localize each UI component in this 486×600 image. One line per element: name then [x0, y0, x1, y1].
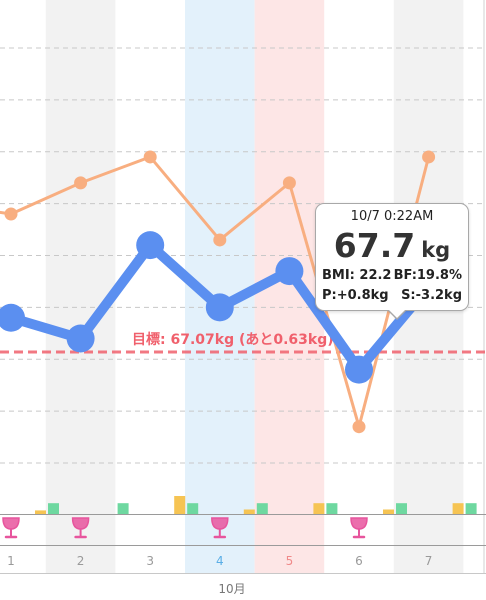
day-label-6: 6 [355, 554, 363, 568]
orange-line [0, 155, 431, 429]
wine-glass-icon [211, 517, 229, 539]
orange-point [143, 150, 157, 164]
day-label-2: 2 [77, 554, 85, 568]
activity-bar-yellow [313, 503, 325, 514]
activity-bar-green [117, 503, 129, 514]
activity-bar-green [326, 503, 338, 514]
weight-point[interactable] [345, 355, 373, 384]
activity-bar-yellow [452, 503, 464, 514]
tooltip-bodyfat: BF:19.8% [393, 268, 462, 283]
tooltip-weight-value: 67.7 [333, 226, 416, 265]
goal-label: 目標: 67.07kg (あと0.63kg) [132, 331, 334, 348]
day-label-4: 4 [216, 554, 224, 568]
tooltip-s: S:-3.2kg [401, 288, 462, 303]
tooltip-row-body: BMI: 22.2 BF:19.8% [322, 268, 462, 283]
activity-bar-green [396, 503, 407, 514]
orange-point [352, 420, 366, 434]
weight-point[interactable] [0, 303, 25, 332]
activity-bar-yellow [174, 496, 186, 514]
activity-bar-yellow [383, 509, 394, 514]
tooltip-bmi: BMI: 22.2 [322, 268, 392, 283]
weight-point[interactable] [205, 293, 234, 322]
wine-glass-icon [350, 517, 368, 539]
tooltip-row-diff: P:+0.8kg S:-3.2kg [322, 288, 462, 303]
orange-point [4, 207, 18, 221]
tooltip-p: P:+0.8kg [322, 288, 389, 303]
orange-point [282, 176, 296, 190]
month-label: 10月 [218, 582, 245, 596]
activity-bar-yellow [243, 509, 255, 514]
tooltip-weight-unit: kg [421, 238, 451, 262]
weight-point[interactable] [275, 257, 304, 286]
wine-glass-icon [2, 517, 20, 539]
activity-bar-green [256, 503, 268, 514]
orange-point [213, 233, 227, 247]
day-label-3: 3 [146, 554, 154, 568]
activity-bar-yellow [35, 510, 46, 514]
activity-bar-green [187, 503, 199, 514]
day-band-2 [45, 0, 116, 573]
day-label-7: 7 [425, 554, 433, 568]
activity-bar-green [465, 503, 477, 514]
weight-point[interactable] [66, 324, 95, 353]
day-label-1: 1 [7, 554, 15, 568]
activity-bar-green [48, 503, 59, 514]
orange-point [422, 150, 436, 164]
tooltip-date: 10/7 0:22AM [350, 209, 434, 224]
tooltip-weight: 67.7 kg [316, 226, 468, 265]
tooltip-arrow-fill [388, 309, 406, 318]
weight-point[interactable] [136, 231, 165, 260]
weight-tooltip: 10/7 0:22AM 67.7 kg BMI: 22.2 BF:19.8% P:… [315, 203, 469, 320]
orange-point [74, 176, 88, 190]
day-label-5: 5 [286, 554, 294, 568]
wine-glass-icon [71, 517, 90, 539]
